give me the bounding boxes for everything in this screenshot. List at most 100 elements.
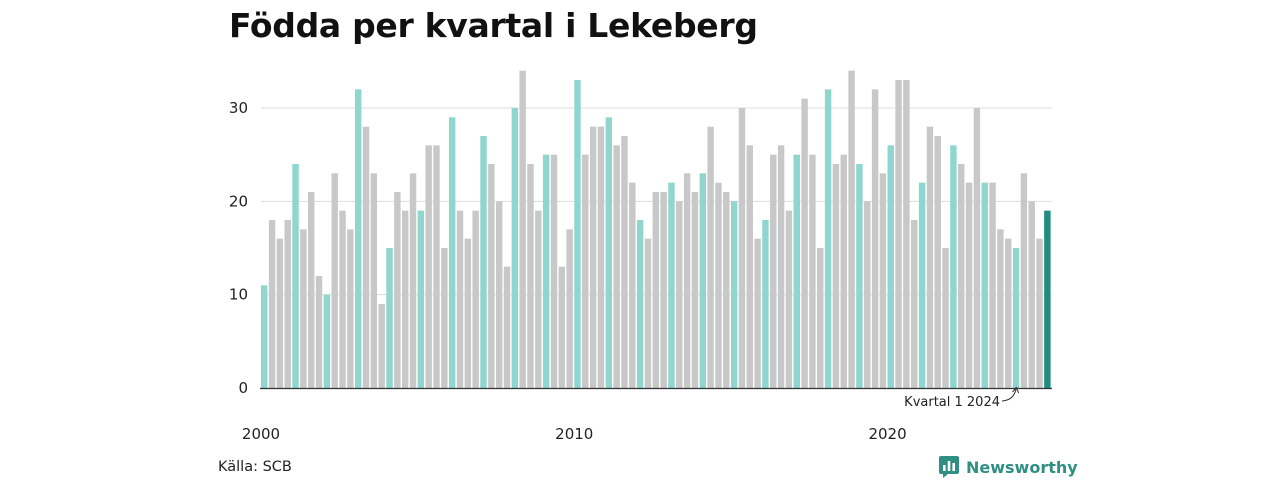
y-tick-label: 10: [229, 286, 248, 304]
bar: [958, 164, 965, 388]
bar: [879, 173, 887, 388]
bar: [707, 126, 714, 389]
bar: [448, 117, 456, 388]
bar: [809, 154, 816, 388]
bar: [934, 136, 941, 388]
brand-logo: Newsworthy: [938, 455, 1078, 479]
bar: [292, 164, 299, 388]
x-tick-label: 2000: [242, 425, 280, 443]
bar: [261, 285, 268, 388]
bar: [785, 210, 793, 388]
bar: [770, 154, 777, 388]
bar: [746, 145, 753, 388]
chart-title: Födda per kvartal i Lekeberg: [229, 6, 758, 45]
x-tick-label: 2010: [555, 425, 593, 443]
bar: [558, 266, 566, 388]
bar: [942, 248, 949, 388]
bar: [926, 126, 934, 389]
bar: [683, 173, 691, 388]
bar: [386, 248, 393, 388]
bar: [519, 70, 526, 389]
bar: [1036, 238, 1043, 388]
bar: [315, 276, 323, 388]
bar: [441, 248, 448, 388]
bar: [652, 192, 660, 388]
bar: [331, 173, 338, 388]
bar: [824, 89, 832, 388]
bar: [629, 182, 636, 388]
bar: [691, 192, 699, 388]
bar: [456, 210, 464, 388]
bar: [864, 201, 871, 388]
bar: [840, 154, 847, 388]
annotation: Kvartal 1 2024: [904, 386, 1020, 410]
y-tick-label: 20: [229, 192, 248, 210]
bar: [347, 229, 354, 388]
bar: [566, 229, 573, 388]
bar: [1044, 210, 1051, 388]
bar: [903, 80, 910, 388]
bar: [1005, 238, 1012, 388]
bar: [730, 201, 738, 388]
bar: [495, 201, 503, 388]
bar: [817, 248, 824, 388]
bar: [918, 182, 926, 388]
bar: [542, 154, 550, 388]
bar: [856, 164, 863, 388]
annotation-arrowhead: [1012, 386, 1020, 394]
bar: [668, 182, 675, 388]
bar: [480, 136, 487, 388]
bar: [511, 108, 519, 388]
bars: [261, 70, 1051, 389]
bar: [754, 238, 761, 388]
annotation-arrow: [1001, 388, 1017, 402]
bar: [887, 145, 894, 388]
bar: [409, 173, 417, 388]
bar: [997, 229, 1004, 388]
bar: [715, 182, 722, 388]
bar: [832, 164, 840, 388]
bar: [605, 117, 613, 388]
bar: [699, 173, 706, 388]
bar: [895, 80, 902, 388]
bar-chart: 0 10 20 30 2000 2010 2020 Kvartal 1 2024: [229, 70, 1052, 443]
bar: [378, 304, 385, 388]
bar: [762, 220, 769, 388]
bar: [284, 220, 291, 388]
bar: [307, 192, 315, 388]
bar: [801, 98, 808, 389]
bar: [472, 210, 479, 388]
bar: [793, 154, 800, 388]
bar: [597, 126, 605, 389]
bar: [613, 145, 620, 388]
axes: 0 10 20 30 2000 2010 2020: [229, 99, 1052, 443]
bar: [550, 154, 558, 388]
bar: [676, 201, 683, 388]
y-tick-label: 30: [229, 99, 248, 117]
bar: [300, 229, 307, 388]
newsworthy-logo-icon: [939, 456, 959, 478]
bar: [401, 210, 409, 388]
bar: [488, 164, 495, 388]
bar: [362, 126, 370, 389]
bar: [527, 164, 534, 388]
bar: [1028, 201, 1035, 388]
bar: [660, 192, 667, 388]
bar: [723, 192, 730, 388]
bar: [644, 238, 652, 388]
bar: [433, 145, 440, 388]
bar: [276, 238, 284, 388]
bar: [973, 108, 981, 388]
bar: [425, 145, 432, 388]
bar: [1020, 173, 1028, 388]
y-tick-label: 0: [238, 379, 248, 397]
bar: [535, 210, 542, 388]
bar: [503, 266, 511, 388]
bar: [574, 80, 581, 388]
bar: [464, 238, 472, 388]
bar: [989, 182, 996, 388]
bar: [950, 145, 957, 388]
bar: [848, 70, 855, 389]
bar: [354, 89, 362, 388]
bar: [738, 108, 746, 388]
